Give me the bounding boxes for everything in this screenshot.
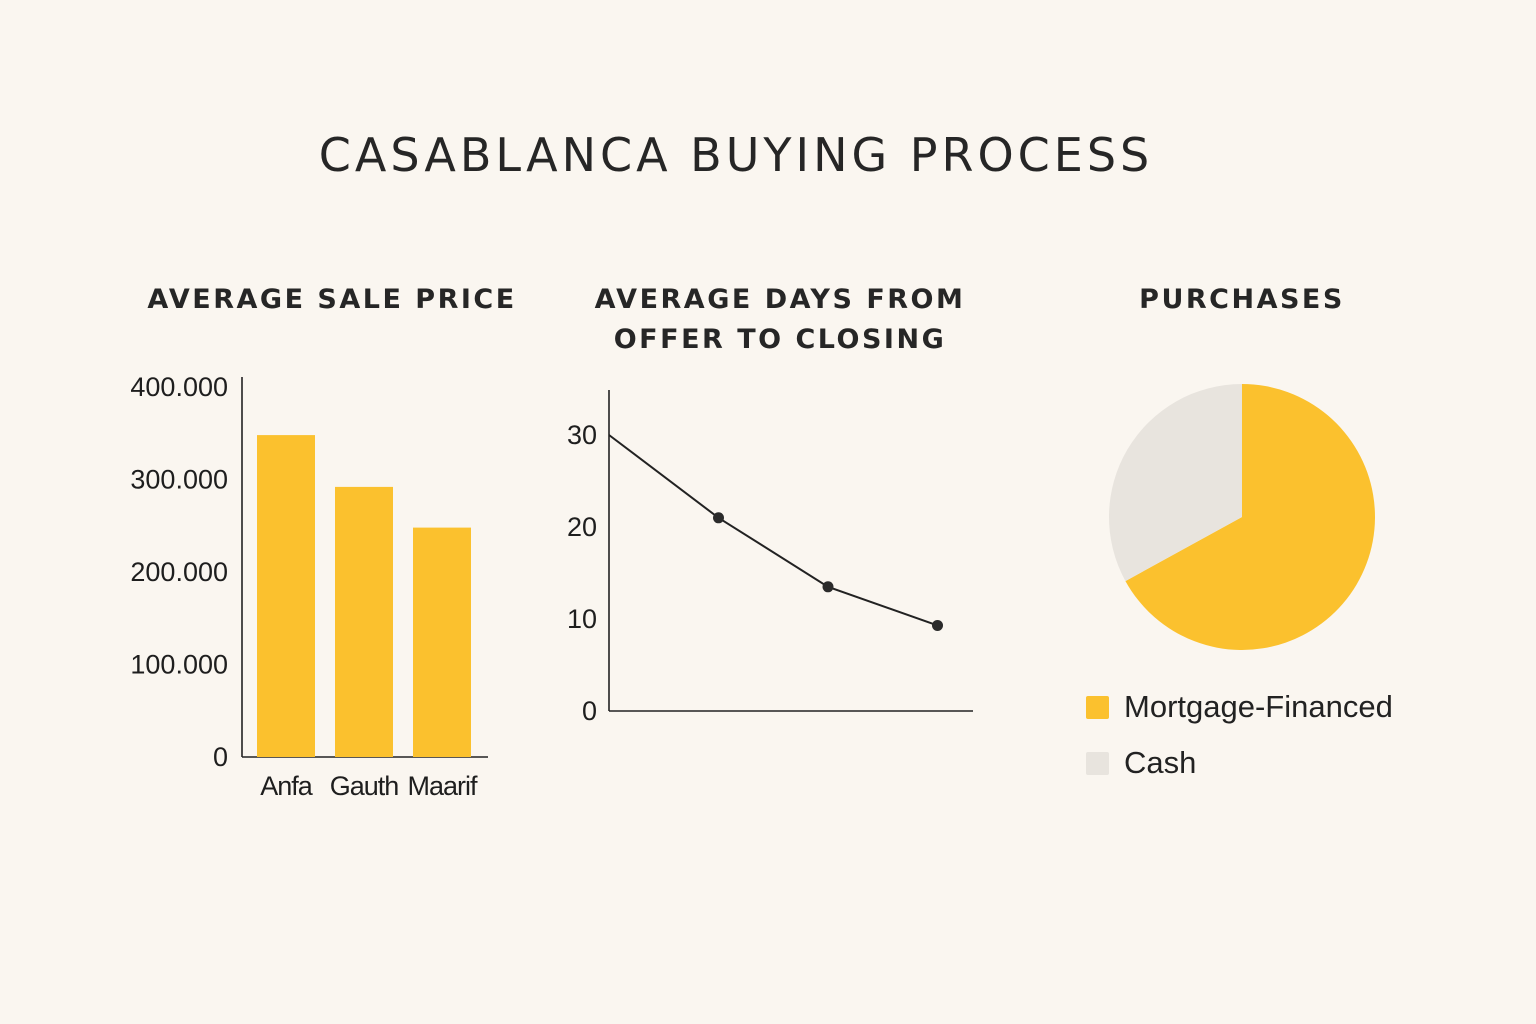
legend-label-cash: Cash bbox=[1124, 745, 1197, 780]
line-chart-title: AVERAGE DAYS FROM OFFER TO CLOSING bbox=[560, 280, 1000, 360]
pie-slice-mortgage-financed bbox=[1125, 384, 1375, 650]
bar-y-tick-label: 200.000 bbox=[130, 557, 228, 587]
line-y-tick-label: 20 bbox=[567, 512, 597, 542]
legend-swatch-cash bbox=[1086, 751, 1109, 775]
bar-maarif bbox=[413, 527, 471, 757]
line-chart-title-line-1: AVERAGE DAYS FROM bbox=[594, 284, 966, 315]
line-point bbox=[822, 581, 834, 593]
bar-category-label: Gauth bbox=[330, 771, 399, 801]
line-series bbox=[608, 434, 938, 627]
line-y-tick-label: 0 bbox=[582, 696, 597, 726]
line-point bbox=[932, 619, 943, 631]
legend-item-mortgage: Mortgage-Financed bbox=[1086, 686, 1393, 728]
bar-chart: 0 100.000 200.000 300.000 400.000 Anfa Gauth Ma… bbox=[130, 372, 488, 801]
line-y-tick-label: 30 bbox=[567, 420, 597, 450]
line-y-tick-label: 10 bbox=[567, 604, 597, 634]
legend-item-cash: Cash bbox=[1086, 742, 1393, 784]
pie-slice-cash bbox=[1108, 384, 1242, 582]
legend-label-mortgage: Mortgage-Financed bbox=[1124, 689, 1393, 724]
bar-gauth bbox=[335, 486, 393, 757]
line-point bbox=[713, 512, 724, 524]
bar-y-tick-label: 100.000 bbox=[130, 650, 228, 680]
pie-chart bbox=[1108, 384, 1375, 650]
legend-swatch-mortgage bbox=[1086, 695, 1109, 719]
bar-y-tick-label: 400.000 bbox=[130, 372, 228, 402]
bar-y-tick-label: 0 bbox=[213, 742, 228, 772]
bar-anfa bbox=[257, 435, 315, 757]
bar-category-label: Maarif bbox=[407, 771, 478, 801]
bar-category-label: Anfa bbox=[260, 771, 314, 801]
main-title: CASABLANCA BUYING PROCESS bbox=[318, 128, 1154, 182]
line-chart-title-line-2: OFFER TO CLOSING bbox=[613, 324, 947, 355]
bar-chart-title: AVERAGE SALE PRICE bbox=[147, 284, 517, 315]
pie-legend: Mortgage-Financed Cash bbox=[1086, 686, 1393, 798]
line-chart: 0 10 20 30 bbox=[567, 390, 973, 726]
bar-y-tick-label: 300.000 bbox=[130, 465, 228, 495]
pie-chart-title: PURCHASES bbox=[1139, 284, 1345, 315]
